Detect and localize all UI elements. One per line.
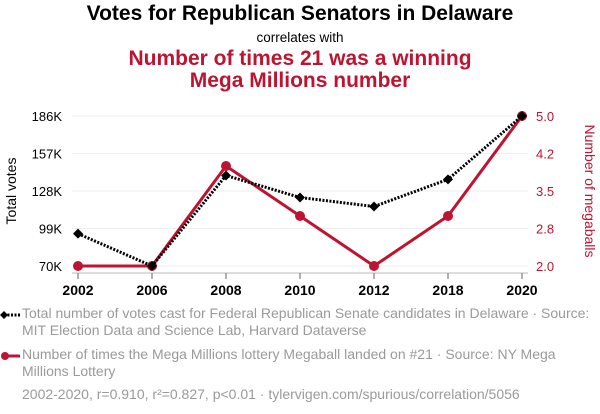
legend-text-megaballs: Number of times the Mega Millions lotter… bbox=[22, 346, 556, 379]
y-axis-label: Total votes bbox=[3, 158, 19, 225]
y-tick-label: 157K bbox=[32, 147, 63, 162]
megaballs-point bbox=[443, 211, 453, 221]
y-tick-label: 128K bbox=[32, 184, 63, 199]
legend-swatch-votes bbox=[0, 311, 20, 319]
chart-title: Votes for Republican Senators in Delawar… bbox=[86, 2, 514, 25]
circle-marker-icon bbox=[1, 352, 9, 360]
legend-swatch-megaballs bbox=[1, 352, 20, 360]
y2-tick-label: 5.0 bbox=[536, 109, 554, 124]
votes-point bbox=[221, 170, 231, 181]
megaballs-point bbox=[221, 161, 231, 171]
votes-point bbox=[295, 192, 305, 203]
x-tick-label: 2012 bbox=[358, 282, 389, 298]
x-tick-label: 2008 bbox=[210, 282, 241, 298]
megaballs-point bbox=[73, 261, 83, 271]
y2-tick-label: 3.5 bbox=[536, 184, 554, 199]
y2-tick-label: 2.0 bbox=[536, 259, 554, 274]
chart-subtitle: correlates with bbox=[256, 30, 344, 45]
megaballs-point bbox=[369, 261, 379, 271]
diamond-marker-icon bbox=[0, 311, 8, 319]
chart-title-secondary-line1: Number of times 21 was a winning bbox=[128, 47, 472, 70]
votes-point bbox=[517, 111, 527, 121]
series-layer bbox=[73, 111, 527, 271]
axes: 70K 2.0 99K 2.8 128K 3.5 157K 4.2 186K 5.0 2002 200… bbox=[32, 109, 554, 298]
y2-axis-label: Number of megaballs bbox=[582, 124, 598, 257]
y2-tick-label: 4.2 bbox=[536, 147, 554, 162]
x-tick-label: 2018 bbox=[432, 282, 463, 298]
y-tick-label: 186K bbox=[32, 109, 63, 124]
y-tick-label: 70K bbox=[39, 259, 62, 274]
legend-text-votes: Total number of votes cast for Federal R… bbox=[22, 305, 590, 338]
stats-footer: 2002-2020, r=0.910, r²=0.827, p<0.01 · t… bbox=[22, 386, 520, 402]
chart-title-secondary: Number of times 21 was a winning Mega Mi… bbox=[0, 48, 600, 92]
chart-title-secondary-line2: Mega Millions number bbox=[189, 69, 411, 92]
megaballs-point bbox=[295, 211, 305, 221]
votes-point bbox=[147, 261, 157, 271]
votes-point bbox=[73, 228, 83, 239]
x-tick-label: 2002 bbox=[62, 282, 93, 298]
y-tick-label: 99K bbox=[39, 222, 62, 237]
votes-point bbox=[369, 201, 379, 212]
votes-point bbox=[443, 174, 453, 185]
gridlines bbox=[72, 115, 528, 267]
x-tick-label: 2010 bbox=[284, 282, 315, 298]
x-tick-label: 2006 bbox=[136, 282, 167, 298]
y2-tick-label: 2.8 bbox=[536, 222, 554, 237]
x-tick-label: 2020 bbox=[506, 282, 537, 298]
